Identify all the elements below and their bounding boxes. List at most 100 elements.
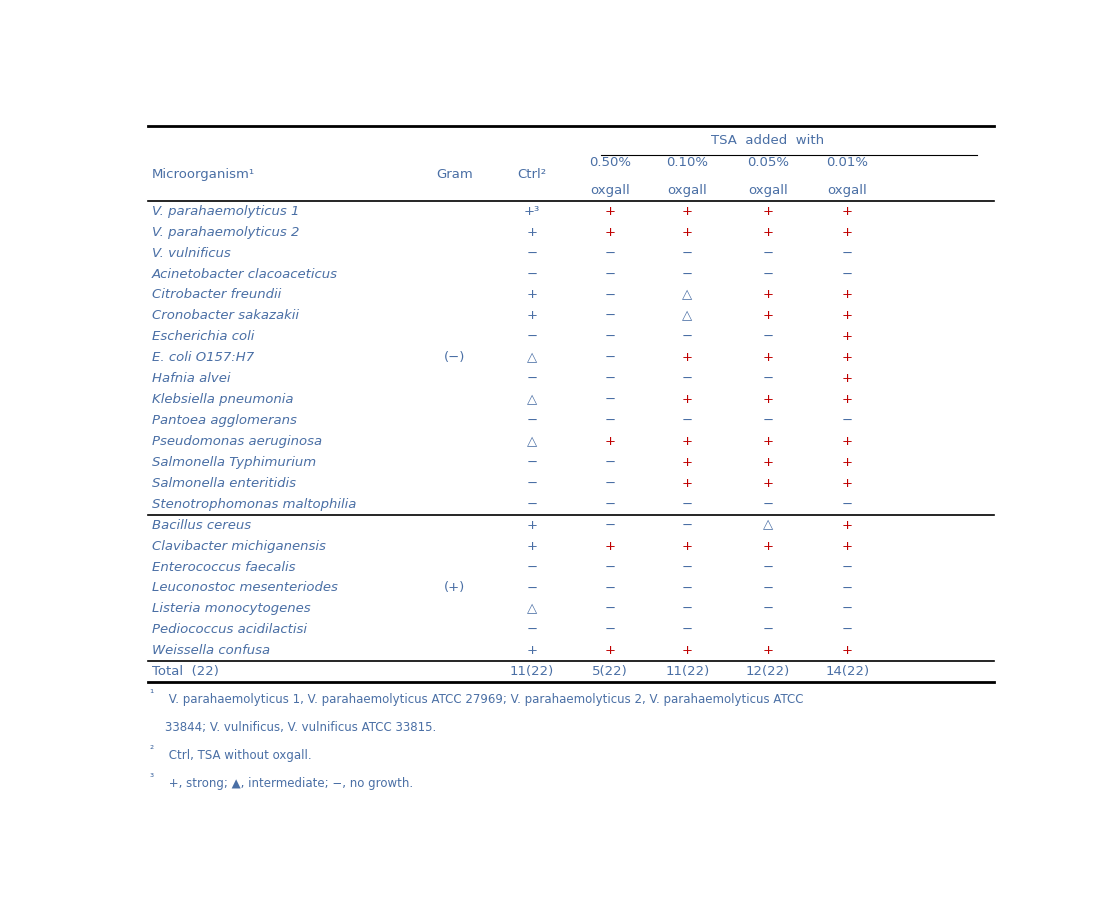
Text: +: + [842, 226, 852, 238]
Text: V. parahaemolyticus 1, V. parahaemolyticus ATCC 27969; V. parahaemolyticus 2, V.: V. parahaemolyticus 1, V. parahaemolytic… [165, 693, 803, 706]
Text: −: − [604, 456, 615, 469]
Text: −: − [842, 561, 852, 573]
Text: +: + [762, 205, 773, 217]
Text: E. coli O157:H7: E. coli O157:H7 [153, 352, 254, 364]
Text: −: − [762, 602, 773, 615]
Text: +: + [842, 352, 852, 364]
Text: Clavibacter michiganensis: Clavibacter michiganensis [153, 540, 326, 553]
Text: −: − [527, 497, 538, 511]
Text: 14(22): 14(22) [825, 665, 869, 679]
Text: Enterococcus faecalis: Enterococcus faecalis [153, 561, 295, 573]
Text: +: + [604, 644, 615, 657]
Text: 12(22): 12(22) [745, 665, 790, 679]
Text: ²: ² [149, 745, 154, 755]
Text: −: − [682, 561, 693, 573]
Text: −: − [682, 267, 693, 281]
Text: −: − [842, 497, 852, 511]
Text: −: − [762, 497, 773, 511]
Text: Klebsiella pneumonia: Klebsiella pneumonia [153, 393, 294, 406]
Text: +: + [604, 435, 615, 448]
Text: −: − [842, 623, 852, 636]
Text: −: − [604, 477, 615, 490]
Text: +: + [682, 477, 693, 490]
Text: oxgall: oxgall [828, 184, 867, 198]
Text: −: − [604, 393, 615, 406]
Text: △: △ [683, 310, 693, 323]
Text: +: + [842, 477, 852, 490]
Text: +: + [527, 519, 538, 532]
Text: +: + [527, 540, 538, 553]
Text: −: − [842, 246, 852, 260]
Text: Salmonella enteritidis: Salmonella enteritidis [153, 477, 296, 490]
Text: +: + [762, 226, 773, 238]
Text: Ctrl, TSA without oxgall.: Ctrl, TSA without oxgall. [165, 749, 312, 762]
Text: +: + [762, 644, 773, 657]
Text: −: − [762, 331, 773, 343]
Text: V. parahaemolyticus 1: V. parahaemolyticus 1 [153, 205, 300, 217]
Text: (−): (−) [443, 352, 465, 364]
Text: Leuconostoc mesenteriodes: Leuconostoc mesenteriodes [153, 582, 338, 594]
Text: +: + [682, 435, 693, 448]
Text: −: − [527, 623, 538, 636]
Text: +: + [842, 540, 852, 553]
Text: 11(22): 11(22) [665, 665, 710, 679]
Text: △: △ [527, 352, 537, 364]
Text: Ctrl²: Ctrl² [518, 169, 547, 181]
Text: −: − [604, 352, 615, 364]
Text: −: − [604, 310, 615, 323]
Text: −: − [604, 267, 615, 281]
Text: −: − [604, 602, 615, 615]
Text: −: − [762, 372, 773, 385]
Text: +: + [762, 288, 773, 302]
Text: −: − [604, 288, 615, 302]
Text: +: + [762, 310, 773, 323]
Text: −: − [682, 602, 693, 615]
Text: △: △ [763, 519, 773, 532]
Text: −: − [682, 331, 693, 343]
Text: −: − [604, 331, 615, 343]
Text: ¹: ¹ [149, 689, 154, 699]
Text: Pediococcus acidilactisi: Pediococcus acidilactisi [153, 623, 307, 636]
Text: 0.05%: 0.05% [746, 157, 789, 169]
Text: 33844; V. vulnificus, V. vulnificus ATCC 33815.: 33844; V. vulnificus, V. vulnificus ATCC… [165, 721, 437, 734]
Text: 5(22): 5(22) [592, 665, 627, 679]
Text: Salmonella Typhimurium: Salmonella Typhimurium [153, 456, 316, 469]
Text: V. vulnificus: V. vulnificus [153, 246, 231, 260]
Text: −: − [762, 623, 773, 636]
Text: Escherichia coli: Escherichia coli [153, 331, 255, 343]
Text: −: − [762, 582, 773, 594]
Text: +: + [842, 519, 852, 532]
Text: Gram: Gram [436, 169, 472, 181]
Text: +: + [842, 393, 852, 406]
Text: +: + [527, 644, 538, 657]
Text: −: − [682, 582, 693, 594]
Text: −: − [604, 519, 615, 532]
Text: +: + [762, 456, 773, 469]
Text: +: + [842, 288, 852, 302]
Text: Pseudomonas aeruginosa: Pseudomonas aeruginosa [153, 435, 322, 448]
Text: (+): (+) [443, 582, 465, 594]
Text: −: − [682, 519, 693, 532]
Text: △: △ [683, 288, 693, 302]
Text: oxgall: oxgall [590, 184, 629, 198]
Text: +: + [682, 540, 693, 553]
Text: +: + [604, 226, 615, 238]
Text: +: + [682, 352, 693, 364]
Text: −: − [604, 414, 615, 427]
Text: +: + [682, 226, 693, 238]
Text: −: − [527, 414, 538, 427]
Text: Acinetobacter clacoaceticus: Acinetobacter clacoaceticus [153, 267, 339, 281]
Text: Total  (22): Total (22) [153, 665, 219, 679]
Text: −: − [762, 267, 773, 281]
Text: −: − [527, 246, 538, 260]
Text: −: − [527, 582, 538, 594]
Text: −: − [604, 372, 615, 385]
Text: −: − [604, 623, 615, 636]
Text: +: + [604, 205, 615, 217]
Text: oxgall: oxgall [667, 184, 707, 198]
Text: +: + [762, 352, 773, 364]
Text: −: − [527, 561, 538, 573]
Text: −: − [604, 497, 615, 511]
Text: Pantoea agglomerans: Pantoea agglomerans [153, 414, 297, 427]
Text: ³: ³ [149, 773, 154, 783]
